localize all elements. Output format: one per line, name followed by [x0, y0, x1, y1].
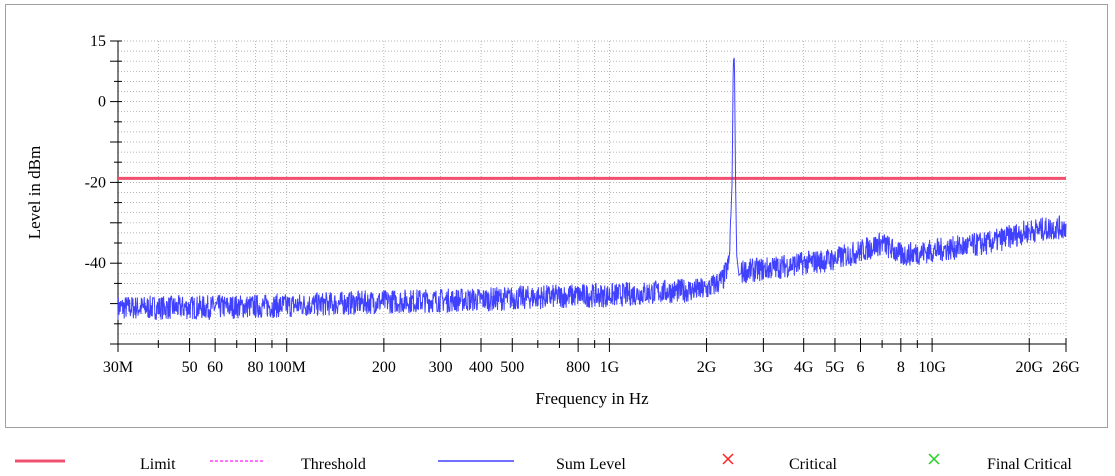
x-tick-label: 26G — [1052, 359, 1080, 376]
x-tick-label: 4G — [794, 359, 814, 376]
x-tick-label: 50 — [182, 359, 198, 376]
critical-cross-icon — [722, 453, 734, 465]
y-tick-label: 0 — [98, 94, 106, 111]
y-tick-label: 15 — [90, 33, 106, 50]
x-tick-label: 3G — [754, 359, 774, 376]
x-tick-label: 300 — [429, 359, 453, 376]
x-tick-label: 400 — [469, 359, 493, 376]
legend-label-limit: Limit — [140, 456, 176, 473]
legend-swatch-threshold — [210, 460, 265, 462]
x-tick-label: 80 — [247, 359, 263, 376]
y-tick-label: -20 — [85, 174, 106, 191]
x-tick-label: 500 — [500, 359, 524, 376]
legend-label-final-critical: Final Critical — [987, 456, 1072, 473]
x-tick-label: 100M — [268, 359, 306, 376]
legend-swatch-limit — [15, 459, 65, 463]
legend-swatch-sum-level — [438, 460, 514, 462]
legend-label-sum-level: Sum Level — [556, 456, 626, 473]
y-axis-label: Level in dBm — [25, 146, 44, 239]
x-tick-label: 200 — [372, 359, 396, 376]
legend-label-critical: Critical — [789, 456, 837, 473]
x-tick-label: 30M — [103, 359, 133, 376]
series-sum-level — [117, 57, 1067, 320]
x-tick-label: 10G — [918, 359, 946, 376]
legend-label-threshold: Threshold — [301, 456, 366, 473]
x-tick-label: 2G — [697, 359, 717, 376]
plot-frame — [5, 4, 1108, 428]
final-critical-cross-icon — [928, 453, 940, 465]
x-tick-label: 1G — [600, 359, 620, 376]
x-tick-label: 20G — [1015, 359, 1043, 376]
x-tick-label: 8 — [897, 359, 905, 376]
x-tick-label: 5G — [825, 359, 845, 376]
y-tick-label: -40 — [85, 255, 106, 272]
x-axis-label: Frequency in Hz — [535, 389, 649, 408]
x-tick-label: 800 — [566, 359, 590, 376]
x-tick-label: 60 — [207, 359, 223, 376]
x-tick-label: 6 — [857, 359, 865, 376]
